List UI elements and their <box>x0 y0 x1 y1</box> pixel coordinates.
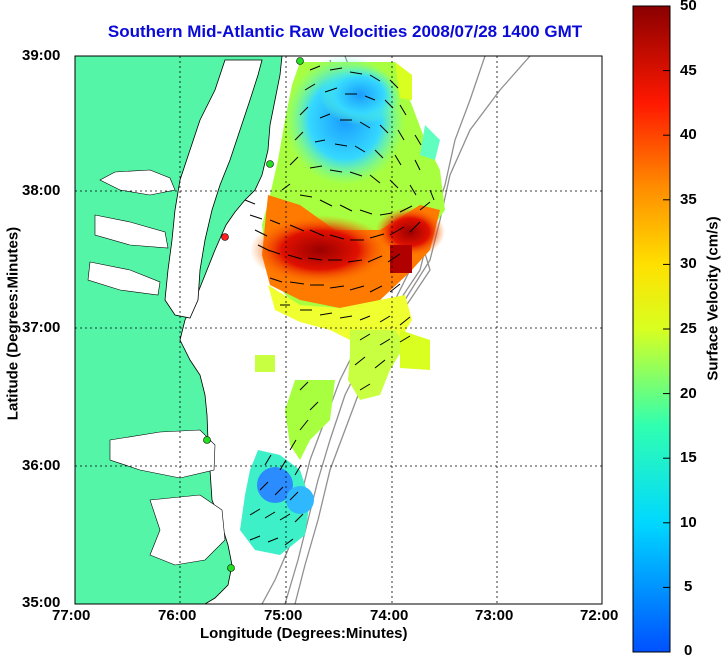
colorbar-tick-label: 15 <box>680 449 697 466</box>
x-axis-label: Longitude (Degrees:Minutes) <box>200 625 408 642</box>
station-marker <box>296 57 304 65</box>
chesapeake-bay <box>164 59 263 319</box>
colorbar-tick-label: 30 <box>680 255 697 272</box>
station-marker <box>203 436 211 444</box>
y-tick-label: 37:00 <box>22 319 61 336</box>
colorbar-label: Surface Velocity (cm/s) <box>704 216 722 381</box>
velocity-vectors <box>244 65 435 546</box>
bay-inlet <box>87 261 161 296</box>
colorbar-tick-label: 25 <box>680 320 697 337</box>
map-title: Southern Mid-Atlantic Raw Velocities 200… <box>107 22 583 41</box>
x-tick-label: 73:00 <box>475 607 514 624</box>
bay-inlet <box>94 214 169 249</box>
station-marker <box>221 233 229 241</box>
grid-lines <box>75 56 602 604</box>
x-tick-label: 77:00 <box>52 607 91 624</box>
colorbar-tick-label: 45 <box>680 62 697 79</box>
colorbar-tick-label: 35 <box>680 191 697 208</box>
y-tick-label: 39:00 <box>22 47 61 64</box>
colorbar-tick-label: 5 <box>684 578 693 595</box>
y-tick-label: 38:00 <box>22 182 61 199</box>
x-tick-label: 76:00 <box>158 607 197 624</box>
colorbar-tick-label: 0 <box>684 642 693 659</box>
y-tick-label: 35:00 <box>22 594 61 611</box>
colorbar-tick-label: 20 <box>680 385 697 402</box>
x-tick-label: 72:00 <box>580 607 619 624</box>
bay-inlet <box>99 169 176 196</box>
y-axis-label: Latitude (Degrees:Minutes) <box>4 226 22 421</box>
colorbar-ticks <box>663 5 670 588</box>
x-tick-label: 74:00 <box>370 607 409 624</box>
x-tick-label: 75:00 <box>264 607 303 624</box>
sound <box>149 494 226 566</box>
y-tick-label: 36:00 <box>22 457 61 474</box>
velocity-field <box>240 56 445 555</box>
station-marker <box>266 160 274 168</box>
station-marker <box>227 564 235 572</box>
radar-stations <box>203 57 304 572</box>
colorbar-tick-label: 10 <box>680 514 697 531</box>
plot-frame <box>74 55 603 605</box>
colorbar-tick-label: 50 <box>680 0 697 14</box>
colorbar-tick-label: 40 <box>680 126 697 143</box>
